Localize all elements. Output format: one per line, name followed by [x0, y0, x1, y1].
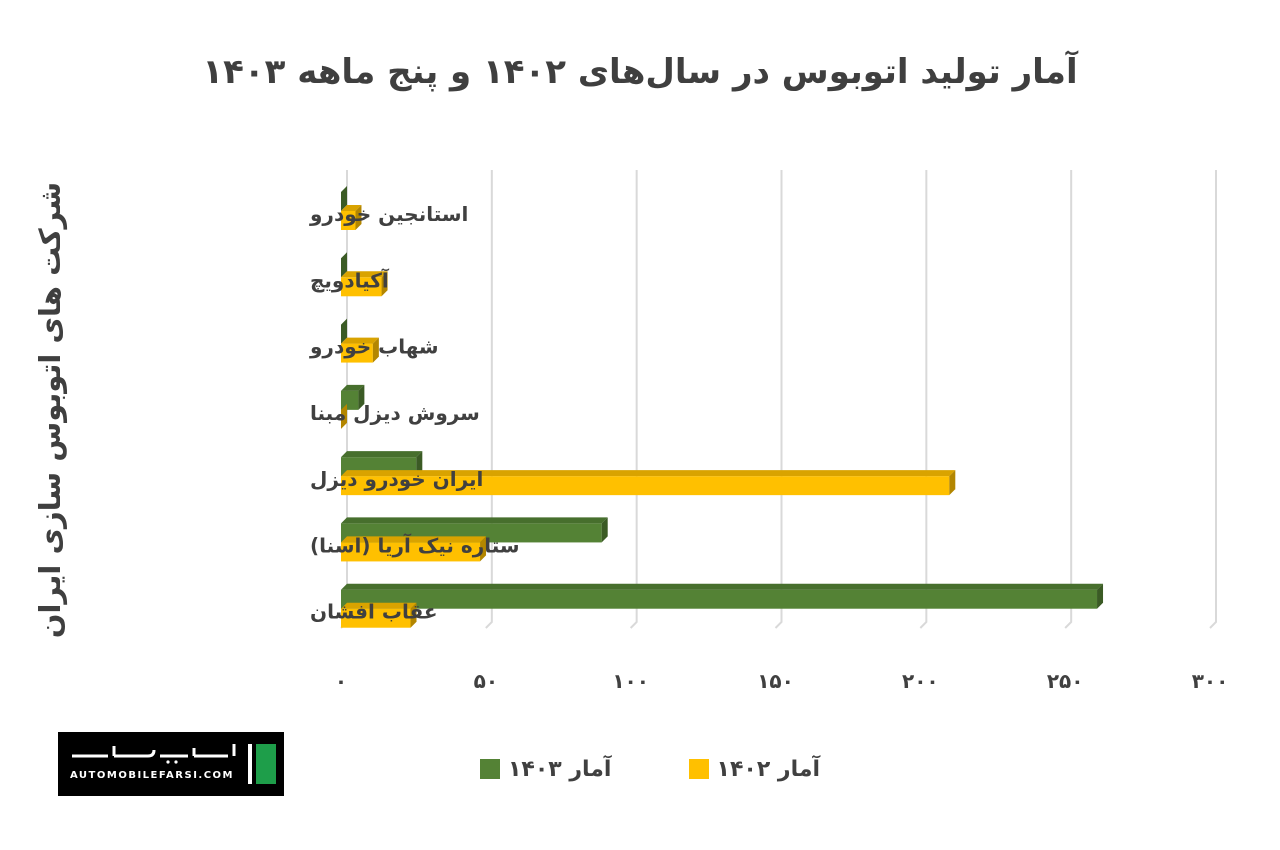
legend-item-1403: آمار ۱۴۰۳ [480, 757, 611, 782]
bar-top [341, 271, 388, 278]
bar [341, 602, 417, 628]
bar-front [341, 390, 359, 410]
x-tick-label: ۲۵۰ [1047, 669, 1084, 693]
bars [341, 186, 1104, 628]
bar [341, 318, 347, 344]
bar-top [341, 205, 362, 211]
bar-side [372, 337, 379, 363]
bar-side [341, 318, 347, 344]
category-label: شهاب خودرو [309, 335, 439, 359]
bar [341, 536, 487, 562]
gridline [485, 170, 493, 629]
x-tick-label: ۰ [335, 669, 347, 693]
chart-title: آمار تولید اتوبوس در سال‌های ۱۴۰۲ و پنج … [202, 52, 1078, 92]
bar-top [341, 337, 379, 344]
x-tick-labels: ۰ ۵۰ ۱۰۰ ۱۵۰ ۲۰۰ ۲۵۰ ۳۰۰ [335, 669, 1228, 693]
legend-swatch-1402 [688, 759, 709, 779]
bar-front [341, 476, 950, 496]
bar [341, 205, 362, 230]
bar-side [416, 451, 423, 477]
bar-front [341, 608, 411, 628]
bar-top [341, 602, 417, 609]
bar-side [355, 205, 362, 230]
logo-bar [248, 744, 252, 784]
legend: آمار ۱۴۰۲ آمار ۱۴۰۳ [480, 752, 820, 786]
bar [341, 271, 388, 297]
category-label: آکیادویچ [310, 267, 390, 292]
category-label: ستاره نیک آریا (اسنا) [310, 532, 520, 557]
bar [341, 470, 956, 496]
legend-swatch-1403 [480, 759, 500, 779]
bar-side [341, 252, 347, 278]
x-tick-label: ۲۰۰ [902, 669, 939, 693]
bar [341, 186, 347, 211]
bar-front [341, 542, 481, 562]
logo-square [256, 744, 276, 784]
bar-top [341, 517, 608, 524]
x-tick-label: ۵۰ [474, 669, 498, 693]
x-tick-label: ۱۰۰ [612, 669, 649, 693]
legend-item-1402: آمار ۱۴۰۲ [688, 756, 820, 782]
x-tick-label: ۳۰۰ [1192, 669, 1229, 693]
category-label: استانجین خودرو [309, 202, 468, 226]
legend-label-1403: آمار ۱۴۰۳ [508, 756, 612, 782]
bar-side [341, 186, 347, 211]
bar-top [341, 583, 1104, 590]
bar [341, 252, 347, 278]
bar-front [341, 211, 356, 230]
bar-side [480, 536, 487, 562]
bar-side [949, 470, 956, 496]
bar-front [341, 343, 373, 363]
bar-top [341, 536, 487, 543]
automobilefarsi-logo: AUTOMOBILEFARSI.COM [58, 732, 284, 796]
bar-side [410, 602, 417, 628]
bar [341, 583, 1104, 609]
category-labels: استانجین خودرو آکیادویچ شهاب خودرو سروش دیز… [309, 202, 520, 624]
gridline [629, 170, 638, 629]
bar [341, 403, 347, 429]
category-label: عقاب افشان [310, 600, 438, 624]
bar-side [1097, 583, 1104, 609]
legend-label-1402: آمار ۱۴۰۲ [716, 756, 820, 782]
x-tick-label: ۱۵۰ [757, 669, 794, 693]
bar-front [341, 277, 382, 297]
logo-wordmark [72, 744, 236, 764]
bar-top [341, 451, 423, 458]
gridline [774, 170, 783, 629]
bar-top [341, 384, 365, 391]
category-label: سروش دیزل مبنا [310, 401, 480, 425]
bar-side [381, 271, 388, 297]
bar-top [341, 470, 956, 477]
bar-side [341, 403, 347, 429]
bar-side [601, 517, 608, 543]
logo-text: AUTOMOBILEFARSI.COM [70, 770, 235, 781]
bar-front [341, 589, 1098, 609]
gridline [1209, 170, 1217, 629]
bar-side [358, 384, 365, 410]
bar [341, 337, 379, 363]
gridline [919, 170, 928, 629]
category-label: ایران خودرو دیزل [310, 467, 483, 491]
bar [341, 384, 365, 410]
gridline [1064, 170, 1073, 629]
